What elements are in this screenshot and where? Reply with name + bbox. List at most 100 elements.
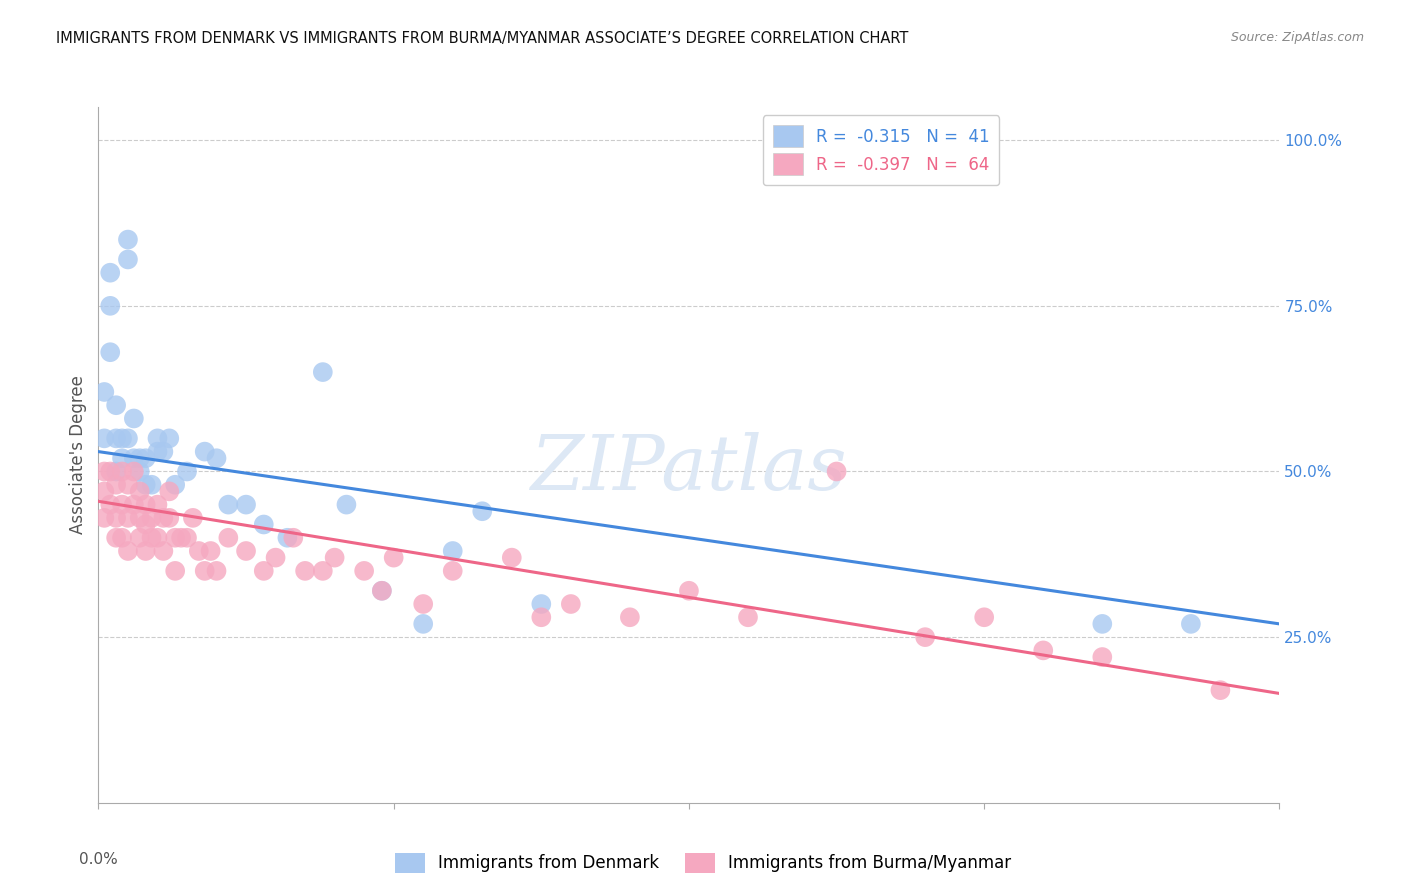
Point — [128, 511, 150, 525]
Point — [1180, 616, 1202, 631]
Point — [135, 498, 157, 512]
Point — [530, 610, 553, 624]
Point — [217, 531, 239, 545]
Point — [187, 544, 209, 558]
Point — [176, 531, 198, 545]
Point — [105, 398, 128, 412]
Point — [122, 451, 145, 466]
Point — [619, 610, 641, 624]
Point — [235, 544, 257, 558]
Point — [141, 531, 163, 545]
Point — [205, 451, 228, 466]
Point — [152, 544, 174, 558]
Point — [98, 299, 121, 313]
Point — [117, 431, 139, 445]
Point — [105, 477, 128, 491]
Legend: R =  -0.315   N =  41, R =  -0.397   N =  64: R = -0.315 N = 41, R = -0.397 N = 64 — [762, 115, 1000, 185]
Point — [471, 504, 494, 518]
Point — [825, 465, 848, 479]
Point — [176, 465, 198, 479]
Point — [152, 444, 174, 458]
Point — [382, 550, 405, 565]
Point — [165, 564, 187, 578]
Point — [105, 465, 128, 479]
Point — [1032, 643, 1054, 657]
Point — [1091, 616, 1114, 631]
Point — [235, 498, 257, 512]
Point — [335, 498, 357, 512]
Point — [117, 511, 139, 525]
Point — [283, 531, 305, 545]
Point — [141, 477, 163, 491]
Point — [122, 411, 145, 425]
Point — [146, 498, 169, 512]
Point — [128, 484, 150, 499]
Point — [253, 517, 276, 532]
Point — [194, 564, 217, 578]
Point — [128, 531, 150, 545]
Point — [530, 597, 553, 611]
Point — [371, 583, 394, 598]
Point — [135, 544, 157, 558]
Point — [1209, 683, 1232, 698]
Point — [914, 630, 936, 644]
Point — [105, 511, 128, 525]
Point — [117, 252, 139, 267]
Point — [253, 564, 276, 578]
Point — [157, 511, 180, 525]
Point — [441, 564, 464, 578]
Point — [111, 531, 134, 545]
Point — [264, 550, 287, 565]
Point — [98, 266, 121, 280]
Point — [93, 511, 115, 525]
Text: Source: ZipAtlas.com: Source: ZipAtlas.com — [1230, 31, 1364, 45]
Point — [93, 431, 115, 445]
Point — [122, 465, 145, 479]
Text: ZIPatlas: ZIPatlas — [530, 432, 848, 506]
Point — [146, 531, 169, 545]
Text: 0.0%: 0.0% — [79, 852, 118, 866]
Legend: Immigrants from Denmark, Immigrants from Burma/Myanmar: Immigrants from Denmark, Immigrants from… — [388, 847, 1018, 880]
Point — [737, 610, 759, 624]
Point — [165, 477, 187, 491]
Point — [93, 384, 115, 399]
Point — [294, 564, 316, 578]
Point — [157, 431, 180, 445]
Text: IMMIGRANTS FROM DENMARK VS IMMIGRANTS FROM BURMA/MYANMAR ASSOCIATE’S DEGREE CORR: IMMIGRANTS FROM DENMARK VS IMMIGRANTS FR… — [56, 31, 908, 46]
Point — [93, 465, 115, 479]
Point — [105, 531, 128, 545]
Point — [122, 498, 145, 512]
Point — [128, 451, 150, 466]
Point — [146, 444, 169, 458]
Point — [165, 531, 187, 545]
Point — [93, 484, 115, 499]
Point — [135, 517, 157, 532]
Point — [146, 431, 169, 445]
Point — [678, 583, 700, 598]
Point — [98, 498, 121, 512]
Point — [353, 564, 375, 578]
Point — [412, 597, 434, 611]
Point — [128, 465, 150, 479]
Point — [117, 477, 139, 491]
Point — [371, 583, 394, 598]
Point — [117, 233, 139, 247]
Point — [111, 451, 134, 466]
Y-axis label: Associate's Degree: Associate's Degree — [69, 376, 87, 534]
Point — [194, 444, 217, 458]
Point — [111, 431, 134, 445]
Point — [141, 511, 163, 525]
Point — [205, 564, 228, 578]
Point — [560, 597, 582, 611]
Point — [312, 564, 335, 578]
Point — [1091, 650, 1114, 665]
Point — [111, 498, 134, 512]
Point — [217, 498, 239, 512]
Point — [117, 544, 139, 558]
Point — [276, 531, 298, 545]
Point — [441, 544, 464, 558]
Point — [98, 465, 121, 479]
Point — [200, 544, 222, 558]
Point — [135, 477, 157, 491]
Point — [105, 431, 128, 445]
